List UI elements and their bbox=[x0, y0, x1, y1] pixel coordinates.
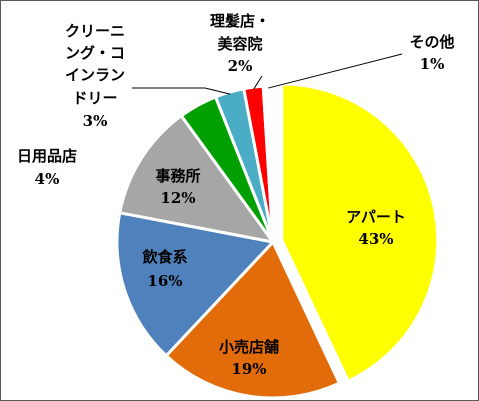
label-daily-goods: 日用品店 bbox=[17, 147, 77, 165]
pct-apartment: 43% bbox=[358, 230, 393, 248]
label-restaurant: 飲食系 bbox=[141, 248, 187, 266]
pct-office: 12% bbox=[160, 189, 195, 207]
pct-retail: 19% bbox=[231, 360, 266, 378]
pie-slices bbox=[115, 82, 440, 400]
leader-line-barber bbox=[253, 75, 263, 90]
label-barber-line2: 美容院 bbox=[217, 35, 262, 53]
slice-retail bbox=[164, 240, 341, 400]
slice-other bbox=[261, 84, 275, 244]
label-cleaning-line3: インラン bbox=[65, 66, 125, 84]
label-cleaning-line4: ドリー bbox=[72, 89, 117, 107]
slice-apartment bbox=[280, 82, 440, 383]
slice-office bbox=[118, 114, 275, 244]
leader-lines bbox=[132, 53, 403, 95]
pct-barber: 2% bbox=[228, 57, 253, 75]
label-apartment: アパート bbox=[346, 208, 406, 226]
pct-other: 1% bbox=[420, 55, 445, 73]
label-barber-line1: 理髪店・ bbox=[210, 12, 270, 30]
label-other: その他 bbox=[409, 33, 454, 51]
label-cleaning-line2: ング・コ bbox=[65, 44, 125, 62]
slice-restaurant bbox=[115, 211, 275, 358]
pct-daily-goods: 4% bbox=[35, 170, 60, 188]
label-retail: 小売店舗 bbox=[219, 338, 279, 356]
leader-line-cleaning bbox=[132, 87, 231, 95]
label-office: 事務所 bbox=[155, 167, 200, 185]
leader-line-other bbox=[268, 53, 403, 89]
pct-restaurant: 16% bbox=[147, 272, 182, 290]
label-cleaning-line1: クリーニ bbox=[65, 22, 125, 40]
pct-cleaning: 3% bbox=[83, 112, 108, 130]
